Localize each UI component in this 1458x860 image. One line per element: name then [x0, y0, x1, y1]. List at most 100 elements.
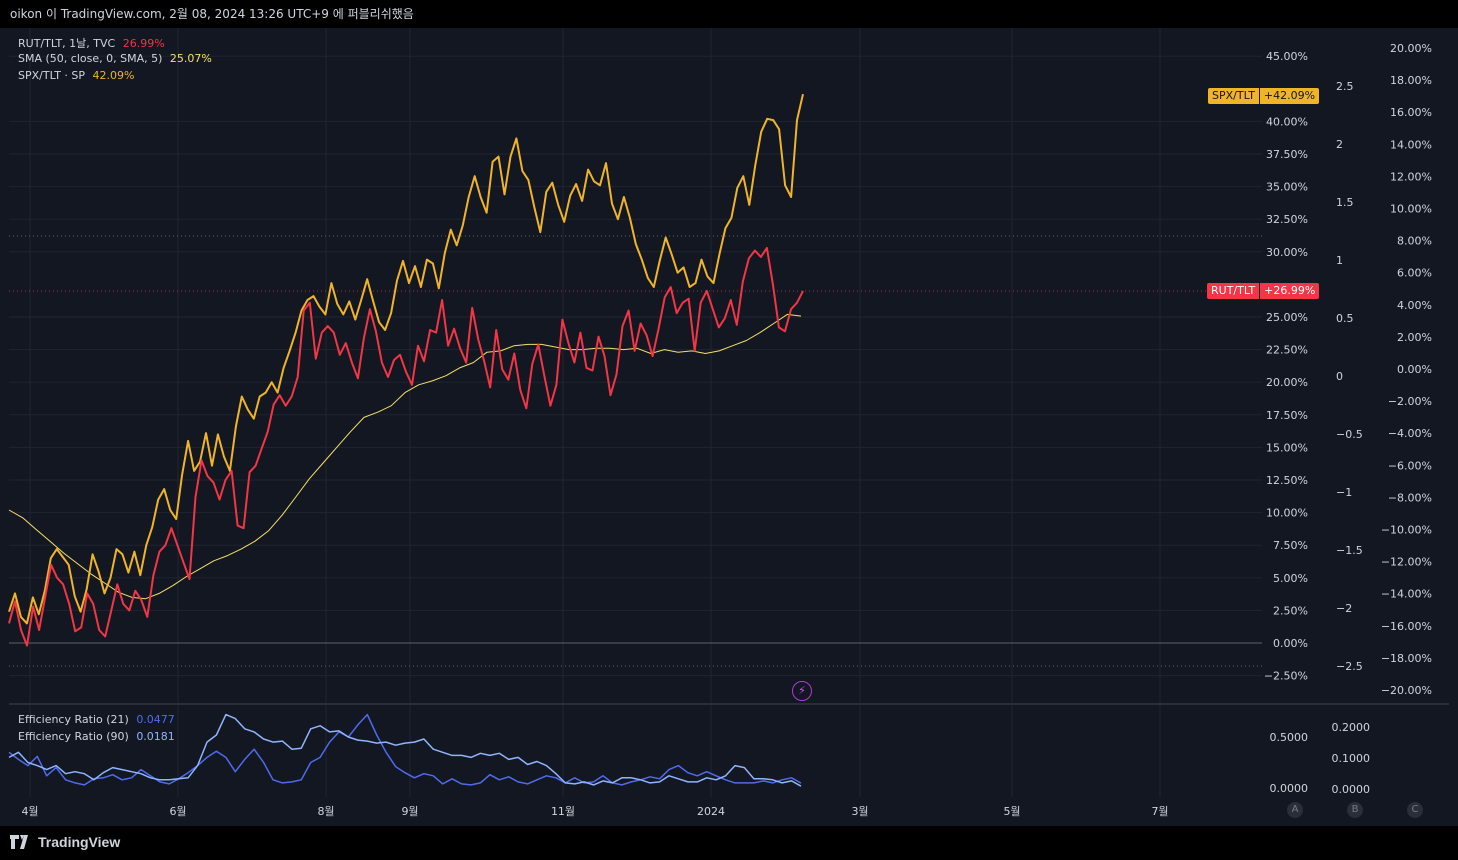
- legend-rut-value: 26.99%: [122, 37, 165, 50]
- publish-caption: oikon 이 TradingView.com, 2월 08, 2024 13:…: [10, 7, 414, 21]
- y-tick-label-main: 22.50%: [1266, 344, 1308, 357]
- y-tick-label-main: 7.50%: [1273, 539, 1308, 552]
- chart-canvas[interactable]: 4월 6월 8월 9월 11월 2024 3월 5월 7월 45.00% 40.00% 37.50% 3…: [0, 0, 1458, 826]
- y-tick-label-main: 10.00%: [1266, 507, 1308, 520]
- y-tick-label-right: −6.00%: [1388, 459, 1432, 472]
- indicator-right-tick-label: 0.2000: [1332, 721, 1371, 734]
- y-tick-label-right: 20.00%: [1390, 42, 1432, 55]
- x-tick-label: 2024: [697, 805, 725, 818]
- y-tick-label-mid: −1.5: [1336, 544, 1363, 557]
- y-tick-label-mid: 1.5: [1336, 196, 1354, 209]
- x-tick-label: 6월: [169, 805, 186, 818]
- x-tick-label: 3월: [851, 805, 868, 818]
- spx-tlt-series-line: [8, 93, 804, 625]
- y-tick-label-main: 12.50%: [1266, 474, 1308, 487]
- series-lines: [8, 93, 804, 787]
- price-tag-rut-name: RUT/TLT: [1207, 283, 1260, 299]
- lightning-icon[interactable]: ⚡: [792, 681, 812, 701]
- y-tick-label-main: 45.00%: [1266, 50, 1308, 63]
- y-tick-label-right: −4.00%: [1388, 427, 1432, 440]
- price-tag-rut-value: +26.99%: [1259, 283, 1320, 299]
- indicator-right-tick-label: 0.0000: [1332, 783, 1371, 796]
- y-tick-label-mid: 2: [1336, 138, 1343, 151]
- er21-series-line: [8, 713, 802, 786]
- legend-sma-label: SMA (50, close, 0, SMA, 5): [18, 52, 163, 65]
- grid-lines: [9, 28, 1449, 797]
- legend-sma-value: 25.07%: [169, 52, 212, 65]
- y-tick-label-right: 0.00%: [1397, 363, 1432, 376]
- y-tick-label-right: 6.00%: [1397, 267, 1432, 280]
- y-tick-label-mid: 1: [1336, 254, 1343, 267]
- x-tick-label: 4월: [21, 805, 38, 818]
- y-tick-label-main: 20.00%: [1266, 376, 1308, 389]
- y-tick-label-mid: 0: [1336, 370, 1343, 383]
- x-tick-label: 11월: [551, 805, 575, 818]
- scale-button-a[interactable]: A: [1287, 802, 1303, 818]
- indicator-y-tick-label: 0.5000: [1270, 731, 1309, 744]
- y-tick-label-main: 30.00%: [1266, 246, 1308, 259]
- legend-er21-value: 0.0477: [136, 713, 175, 726]
- y-tick-label-main: 5.00%: [1273, 572, 1308, 585]
- tradingview-logo[interactable]: TradingView: [10, 834, 120, 850]
- price-tag-spx: SPX/TLT +42.09%: [1208, 88, 1320, 104]
- y-tick-label-main: 17.50%: [1266, 409, 1308, 422]
- legend-spx-value: 42.09%: [92, 69, 135, 82]
- y-tick-label-main: 25.00%: [1266, 311, 1308, 324]
- y-tick-label-right: −14.00%: [1381, 588, 1432, 601]
- y-tick-label-right: −20.00%: [1381, 684, 1432, 697]
- tradingview-logo-icon: [10, 835, 28, 849]
- x-tick-label: 8월: [317, 805, 334, 818]
- legend-spx-label: SPX/TLT · SP: [18, 69, 86, 82]
- legend-er21[interactable]: Efficiency Ratio (21) 0.0477: [18, 713, 175, 726]
- y-tick-label-main: 32.50%: [1266, 213, 1308, 226]
- y-tick-label-right: 4.00%: [1397, 299, 1432, 312]
- x-tick-label: 9월: [401, 805, 418, 818]
- y-tick-label-right: −16.00%: [1381, 620, 1432, 633]
- x-tick-label: 5월: [1003, 805, 1020, 818]
- price-tag-spx-value: +42.09%: [1258, 88, 1320, 104]
- legend-er21-label: Efficiency Ratio (21): [18, 713, 129, 726]
- y-tick-label-right: 8.00%: [1397, 235, 1432, 248]
- legend-er90-value: 0.0181: [136, 730, 175, 743]
- scale-button-b[interactable]: B: [1347, 802, 1363, 818]
- y-tick-label-right: 16.00%: [1390, 106, 1432, 119]
- indicator-y-tick-label: 0.0000: [1270, 782, 1309, 795]
- price-tag-rut: RUT/TLT +26.99%: [1207, 283, 1320, 299]
- indicator-right-tick-label: 0.1000: [1332, 752, 1371, 765]
- y-tick-label-right: 14.00%: [1390, 138, 1432, 151]
- y-tick-label-right: 2.00%: [1397, 331, 1432, 344]
- y-tick-label-main: 2.50%: [1273, 604, 1308, 617]
- y-tick-label-right: −8.00%: [1388, 491, 1432, 504]
- y-tick-label-mid: −2.5: [1336, 660, 1363, 673]
- y-tick-label-right: −18.00%: [1381, 652, 1432, 665]
- price-tag-spx-name: SPX/TLT: [1208, 88, 1259, 104]
- y-tick-label-main: 35.00%: [1266, 181, 1308, 194]
- y-tick-label-mid: 0.5: [1336, 312, 1354, 325]
- legend-spx[interactable]: SPX/TLT · SP 42.09%: [18, 69, 134, 82]
- tradingview-brand-text: TradingView: [38, 834, 121, 850]
- chart-background: [9, 28, 1449, 826]
- footer-bar: TradingView: [0, 826, 1458, 860]
- y-tick-label-right: −12.00%: [1381, 556, 1432, 569]
- legend-er90-label: Efficiency Ratio (90): [18, 730, 129, 743]
- er90-series-line: [8, 713, 802, 787]
- x-tick-label: 7월: [1151, 805, 1168, 818]
- y-tick-label-main: 40.00%: [1266, 115, 1308, 128]
- legend-rut-label: RUT/TLT, 1날, TVC: [18, 37, 116, 50]
- y-tick-label-right: 12.00%: [1390, 170, 1432, 183]
- legend-rut[interactable]: RUT/TLT, 1날, TVC 26.99%: [18, 35, 165, 51]
- y-tick-label-mid: −2: [1336, 602, 1352, 615]
- legend-er90[interactable]: Efficiency Ratio (90) 0.0181: [18, 730, 175, 743]
- y-tick-label-right: −10.00%: [1381, 524, 1432, 537]
- rut-tlt-series-line: [8, 246, 804, 647]
- y-tick-label-main: 0.00%: [1273, 637, 1308, 650]
- scale-button-c[interactable]: C: [1407, 802, 1423, 818]
- y-tick-label-mid: 2.5: [1336, 80, 1354, 93]
- y-tick-label-main: 37.50%: [1266, 148, 1308, 161]
- y-tick-label-mid: −1: [1336, 486, 1352, 499]
- y-tick-label-main: 15.00%: [1266, 441, 1308, 454]
- legend-sma[interactable]: SMA (50, close, 0, SMA, 5) 25.07%: [18, 52, 212, 65]
- publish-caption-bar: oikon 이 TradingView.com, 2월 08, 2024 13:…: [0, 0, 1458, 28]
- axis-labels: 4월 6월 8월 9월 11월 2024 3월 5월 7월 45.00% 40.00% 37.50% 3…: [21, 42, 1432, 818]
- y-tick-label-right: 18.00%: [1390, 74, 1432, 87]
